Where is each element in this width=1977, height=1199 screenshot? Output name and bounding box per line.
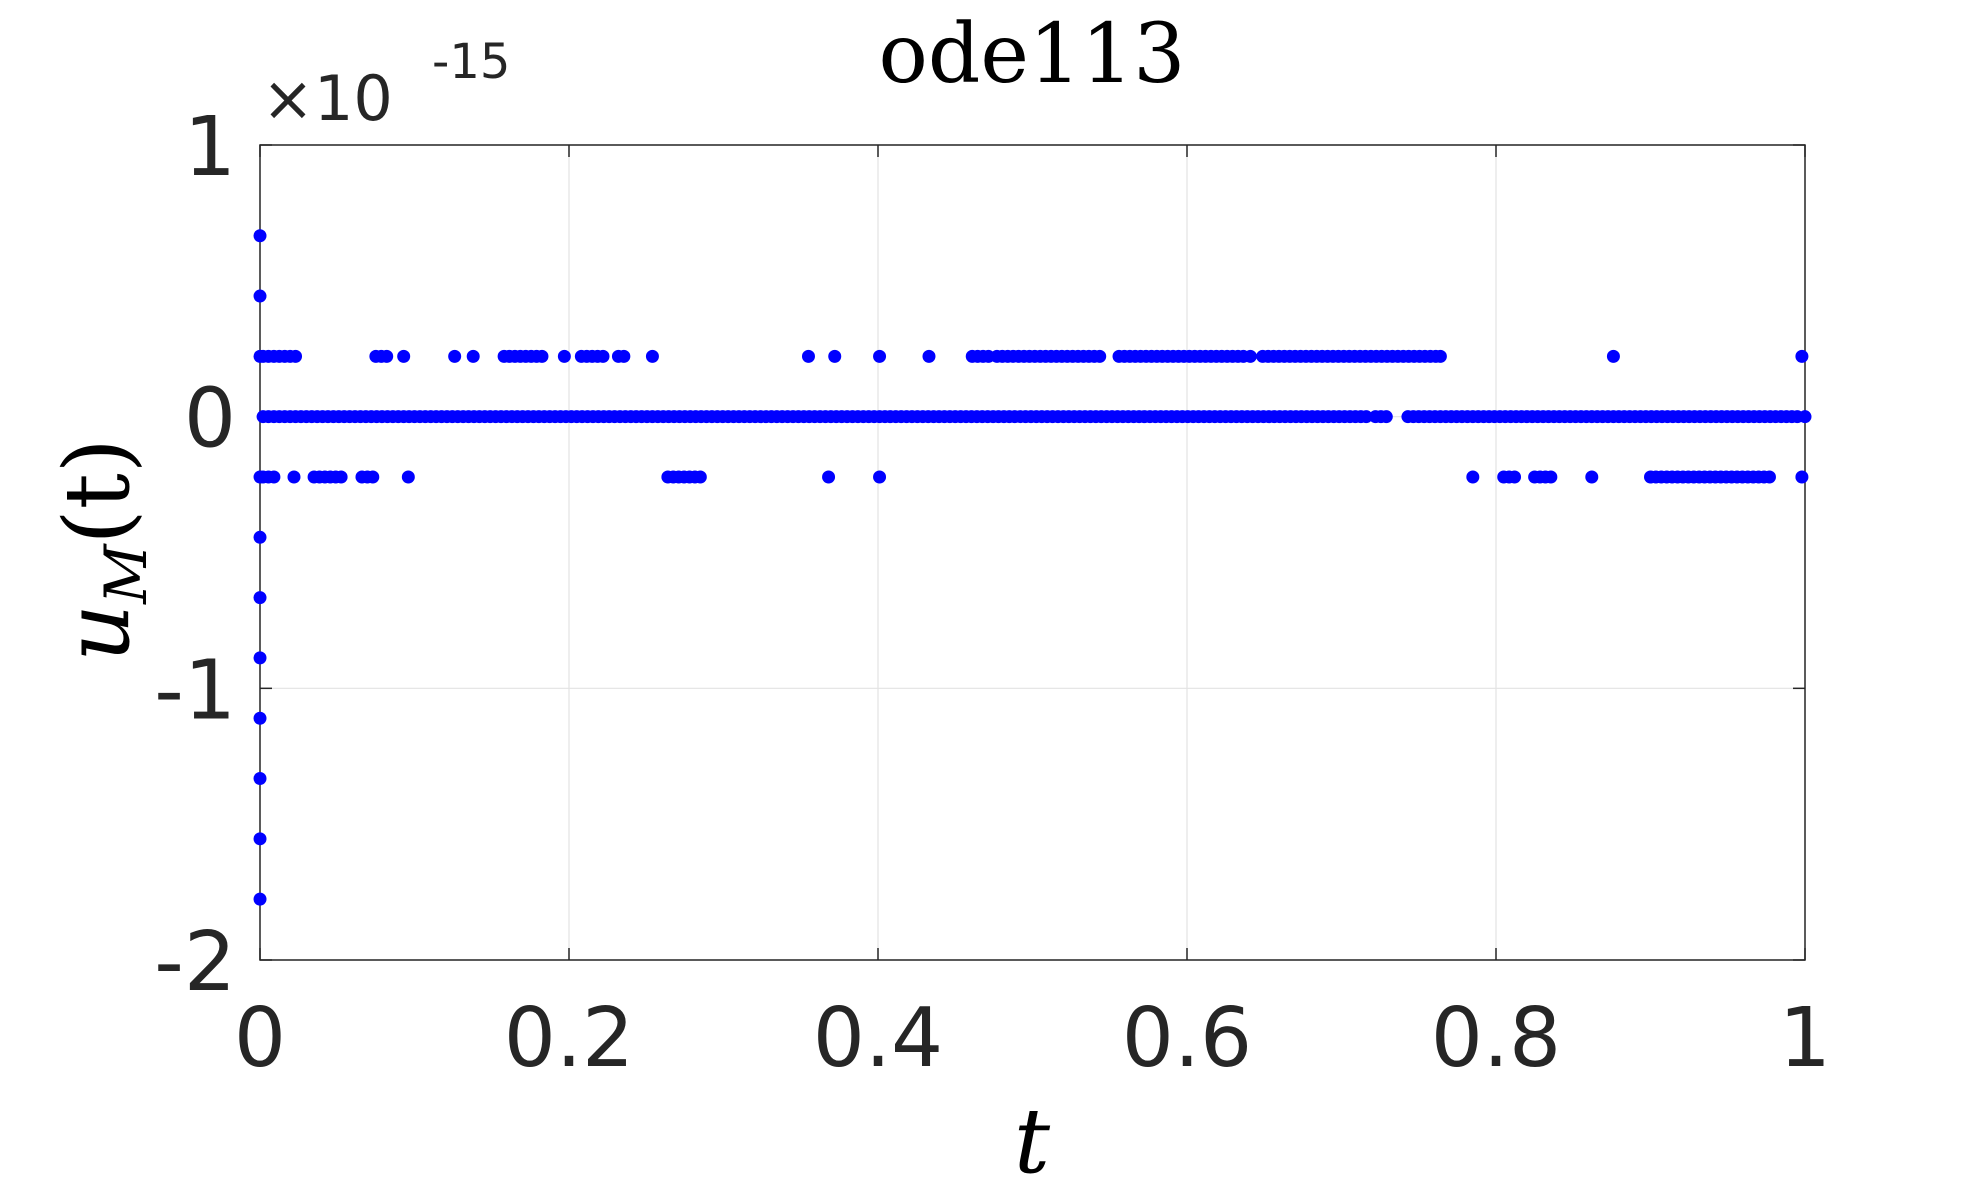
x-tick-label: 1 bbox=[1779, 991, 1831, 1086]
data-point bbox=[334, 470, 348, 484]
data-point bbox=[801, 349, 815, 363]
data-point bbox=[617, 349, 631, 363]
x-axis-label: t bbox=[1014, 1089, 1051, 1194]
y-tick-label: 1 bbox=[184, 100, 236, 195]
y-axis-label-subscript: M bbox=[92, 543, 160, 605]
data-point bbox=[466, 349, 480, 363]
data-point bbox=[287, 470, 301, 484]
data-point bbox=[1606, 349, 1620, 363]
data-point bbox=[535, 349, 549, 363]
x-tick-label: 0.4 bbox=[813, 991, 943, 1086]
data-point bbox=[1359, 410, 1373, 424]
data-point bbox=[253, 832, 267, 846]
data-point bbox=[1379, 410, 1393, 424]
x-tick-label: 0.2 bbox=[504, 991, 634, 1086]
data-point bbox=[1798, 410, 1812, 424]
x-tick-label: 0 bbox=[234, 991, 286, 1086]
data-point bbox=[289, 349, 303, 363]
data-point bbox=[1466, 470, 1480, 484]
data-point bbox=[822, 470, 836, 484]
data-point bbox=[873, 470, 887, 484]
data-point bbox=[557, 349, 571, 363]
y-tick-labels: -2 -1 0 1 bbox=[154, 100, 236, 1010]
data-point bbox=[596, 349, 610, 363]
x-tick-label: 0.8 bbox=[1431, 991, 1561, 1086]
x-tick-label: 0.6 bbox=[1122, 991, 1252, 1086]
data-point bbox=[253, 651, 267, 665]
data-point bbox=[401, 470, 415, 484]
data-point bbox=[1795, 349, 1809, 363]
data-point bbox=[253, 229, 267, 243]
data-point bbox=[253, 591, 267, 605]
data-points bbox=[253, 229, 1812, 906]
svg-text:uM(t): uM(t) bbox=[45, 438, 160, 662]
plot-box bbox=[259, 144, 1806, 961]
data-point bbox=[267, 470, 281, 484]
x-tick-labels: 0 0.2 0.4 0.6 0.8 1 bbox=[234, 991, 1831, 1086]
data-point bbox=[922, 349, 936, 363]
data-point bbox=[366, 470, 380, 484]
y-exponent-power: -15 bbox=[432, 34, 510, 90]
y-tick-label: -2 bbox=[154, 915, 236, 1010]
y-axis-label: uM(t) bbox=[45, 438, 160, 662]
data-point bbox=[1433, 349, 1447, 363]
y-exponent-label: ×10 -15 bbox=[262, 34, 510, 135]
data-point bbox=[828, 349, 842, 363]
data-point bbox=[253, 892, 267, 906]
y-axis-label-argument: (t) bbox=[45, 438, 150, 544]
y-exponent-base: ×10 bbox=[262, 62, 393, 135]
data-point bbox=[1508, 470, 1522, 484]
y-tick-label: 0 bbox=[184, 372, 236, 467]
data-point bbox=[1093, 349, 1107, 363]
data-point bbox=[693, 470, 707, 484]
data-point bbox=[1544, 470, 1558, 484]
plot-area bbox=[260, 145, 1805, 960]
y-axis-label-base: u bbox=[45, 604, 150, 662]
data-point bbox=[448, 349, 462, 363]
data-point bbox=[1243, 349, 1257, 363]
data-point bbox=[397, 349, 411, 363]
data-point bbox=[253, 530, 267, 544]
data-point bbox=[253, 772, 267, 786]
chart-title: ode113 bbox=[879, 7, 1186, 102]
data-point bbox=[645, 349, 659, 363]
data-point bbox=[1795, 470, 1809, 484]
data-point bbox=[253, 289, 267, 303]
data-point bbox=[1585, 470, 1599, 484]
y-tick-label: -1 bbox=[154, 643, 236, 738]
data-point bbox=[1762, 470, 1776, 484]
data-point bbox=[873, 349, 887, 363]
data-point bbox=[253, 711, 267, 725]
data-point bbox=[380, 349, 394, 363]
